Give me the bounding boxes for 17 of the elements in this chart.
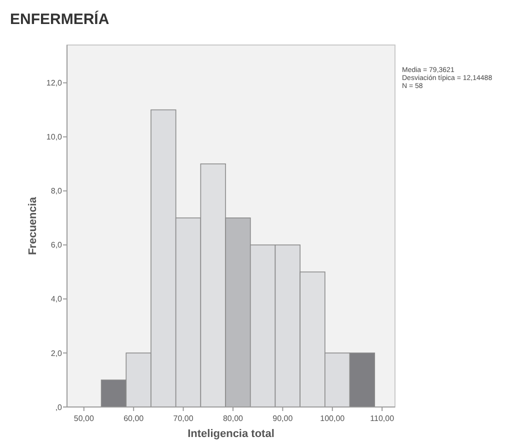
y-axis-title: Frecuencia [27,196,39,256]
x-axis-title: Inteligencia total [188,428,274,440]
x-tick-label: 60,00 [124,414,144,423]
y-tick-label: 4,0 [50,294,63,304]
y-tick-label: 10,0 [46,132,63,142]
x-tick-label: 110,00 [370,414,395,423]
x-tick-label: 50,00 [74,414,94,423]
x-tick-label: 70,00 [173,414,194,423]
y-tick-label: 6,0 [50,240,63,250]
chart-title: ENFERMERÍA [10,10,110,28]
x-tick-label: 80,00 [222,414,244,423]
y-tick-label: 12,0 [46,78,63,88]
y-tick-label: 8,0 [50,186,63,196]
x-tick-label: 90,00 [272,414,294,423]
y-tick-label: 2,0 [50,348,63,358]
x-tick-label: 100,00 [320,414,346,423]
y-tick-label: ,0 [55,402,63,412]
